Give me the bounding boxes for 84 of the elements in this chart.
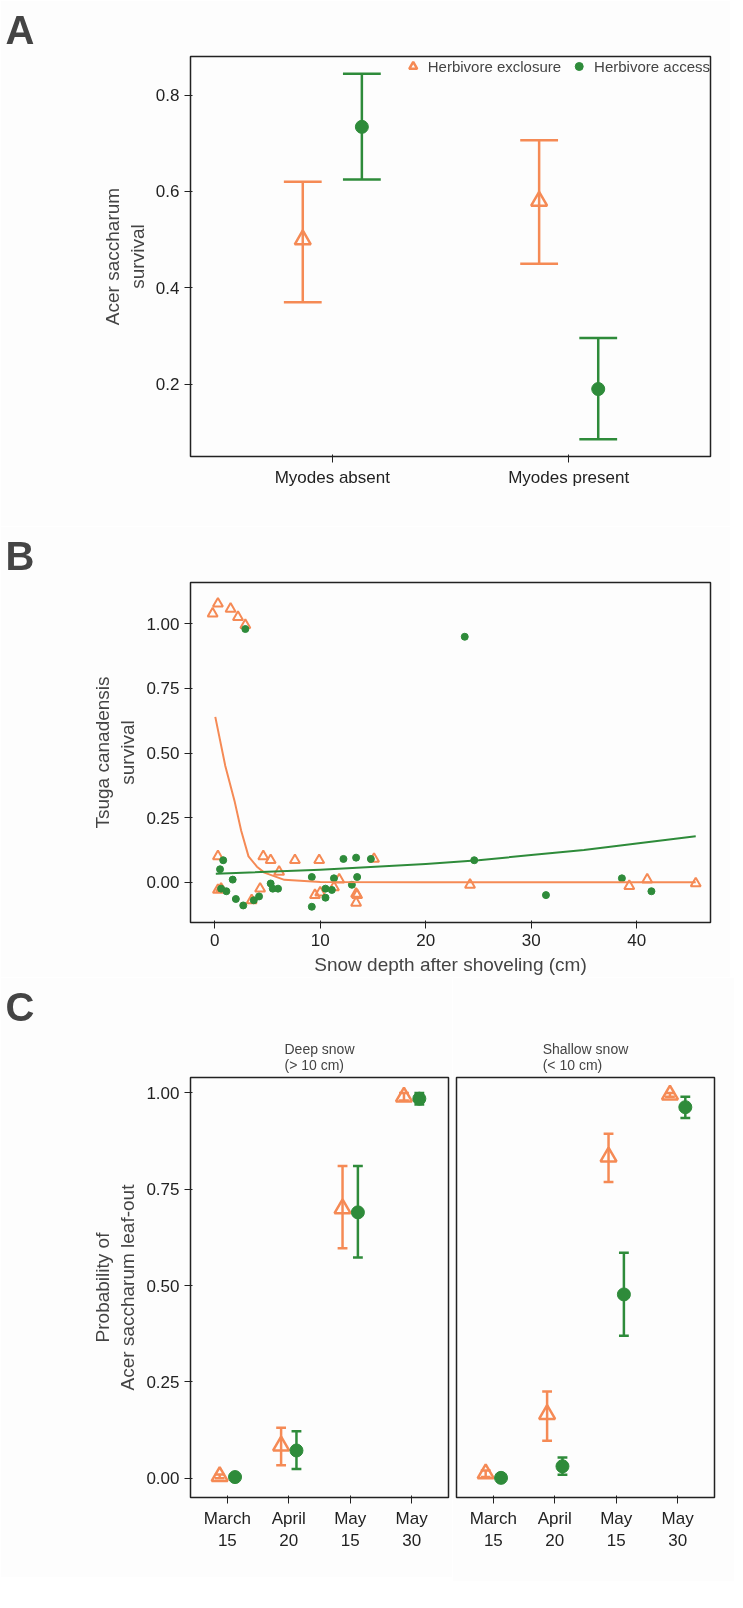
point xyxy=(245,893,258,905)
point xyxy=(211,849,224,861)
x-tick-label: Myodes absent xyxy=(274,467,391,487)
point xyxy=(647,887,656,896)
point xyxy=(327,885,336,894)
point xyxy=(352,853,361,862)
point xyxy=(249,896,258,905)
point xyxy=(222,887,231,896)
x-tick-label: May 15 xyxy=(334,1508,367,1551)
point xyxy=(366,854,375,863)
point xyxy=(206,606,219,618)
y-tick-label: 0.8 xyxy=(155,86,180,106)
point xyxy=(307,902,316,911)
y-tick-label: 0.25 xyxy=(146,808,180,828)
y-tick-label: 0.50 xyxy=(146,1276,180,1296)
y-axis-title: Tsuga canadensis survival xyxy=(92,676,139,829)
point xyxy=(464,878,477,889)
point xyxy=(231,895,240,903)
x-tick-label: 0 xyxy=(210,930,220,950)
x-tick-label: April 20 xyxy=(537,1508,572,1551)
point xyxy=(307,873,316,882)
point xyxy=(211,596,224,608)
point xyxy=(211,883,224,894)
point xyxy=(274,884,283,893)
x-tick-label: May 30 xyxy=(661,1508,695,1551)
x-tick-label: 10 xyxy=(310,930,330,950)
point xyxy=(239,618,252,630)
y-axis-title: Probability of Acer saccharum leaf-out xyxy=(92,1183,139,1391)
point xyxy=(264,853,277,865)
point xyxy=(321,893,330,902)
point xyxy=(314,885,327,897)
chart-subtitle: Deep snow (> 10 cm) xyxy=(284,1040,356,1073)
chart-title: C xyxy=(5,984,35,1029)
point xyxy=(617,874,626,883)
point xyxy=(460,632,469,641)
x-tick-label: Myodes present xyxy=(508,467,630,487)
point xyxy=(257,849,270,861)
point xyxy=(224,602,237,613)
x-tick-label: 30 xyxy=(521,930,541,950)
point xyxy=(329,874,338,883)
point xyxy=(313,853,326,865)
y-axis-title: Acer saccharum survival xyxy=(101,187,148,326)
x-axis-title: Snow depth after shoveling (cm) xyxy=(314,953,587,975)
point xyxy=(308,888,321,899)
chart-title: A xyxy=(5,7,35,52)
y-tick-label: 0.6 xyxy=(155,182,180,202)
point xyxy=(321,884,330,893)
x-tick-label: April 20 xyxy=(271,1508,306,1551)
y-tick-label: 0.4 xyxy=(155,278,180,298)
x-tick-label: March 15 xyxy=(469,1508,517,1551)
point xyxy=(241,625,250,633)
y-tick-label: 1.00 xyxy=(146,1083,180,1103)
y-tick-label: 0.75 xyxy=(146,1180,180,1200)
point xyxy=(239,901,248,910)
point xyxy=(541,891,550,900)
point xyxy=(273,865,286,876)
y-tick-label: 0.50 xyxy=(146,744,180,764)
y-tick-label: 0.2 xyxy=(155,375,180,395)
point xyxy=(288,853,301,865)
y-tick-label: 0.00 xyxy=(146,873,180,893)
chart-title: B xyxy=(5,533,35,578)
y-tick-label: 1.00 xyxy=(146,614,180,634)
x-tick-label: 40 xyxy=(627,930,647,950)
legend-label: Herbivore exclosure xyxy=(427,57,562,75)
point xyxy=(339,854,348,863)
y-tick-label: 0.25 xyxy=(146,1372,180,1392)
point xyxy=(623,879,636,890)
x-tick-label: March 15 xyxy=(203,1508,251,1551)
x-tick-label: May 15 xyxy=(600,1508,633,1551)
x-tick-label: May 30 xyxy=(395,1508,429,1551)
point xyxy=(228,875,237,884)
point xyxy=(231,610,244,622)
legend-label: Herbivore access xyxy=(594,57,710,75)
point xyxy=(689,876,702,888)
x-tick-label: 20 xyxy=(416,930,436,950)
point xyxy=(216,865,225,874)
y-tick-label: 0.00 xyxy=(146,1469,180,1489)
y-tick-label: 0.75 xyxy=(146,679,180,699)
point xyxy=(219,856,228,865)
point xyxy=(254,881,267,893)
point xyxy=(641,872,654,884)
point xyxy=(353,873,362,882)
chart-subtitle: Shallow snow (< 10 cm) xyxy=(542,1040,630,1073)
point xyxy=(255,892,264,901)
